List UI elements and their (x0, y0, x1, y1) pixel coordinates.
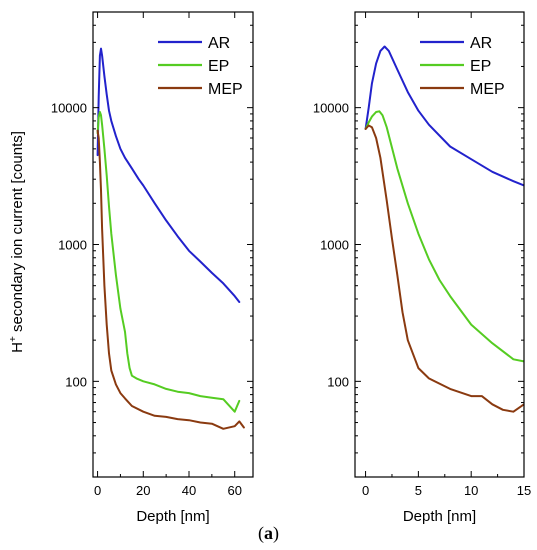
right-x-tick-label: 5 (415, 483, 422, 498)
left-x-tick-label: 0 (94, 483, 101, 498)
right-x-tick-label: 0 (362, 483, 369, 498)
right-legend-label-mep: MEP (470, 81, 505, 98)
left-x-tick-label: 20 (136, 483, 150, 498)
right-x-tick-label: 10 (464, 483, 478, 498)
right-series-ep-line (364, 110, 524, 363)
right-legend-label-ep: EP (470, 58, 491, 75)
right-x-tick-label: 15 (517, 483, 531, 498)
left-series-mep-line (96, 129, 245, 430)
left-x-axis-label: Depth [nm] (136, 508, 209, 525)
left-series-ar-line (96, 47, 241, 303)
y-axis-label-superscript: + (8, 336, 19, 342)
caption-open: ( (258, 523, 264, 543)
caption-close: ) (273, 523, 279, 543)
left-legend-label-ep: EP (208, 58, 229, 75)
left-legend-label-mep: MEP (208, 81, 243, 98)
left-series-ep-line (96, 111, 241, 413)
caption-letter: a (264, 523, 273, 543)
y-axis-label-rest: secondary ion current [counts] (9, 131, 26, 336)
right-y-tick-label: 1000 (320, 238, 349, 253)
right-series-ar-line (364, 45, 524, 187)
y-axis-label: H+ secondary ion current [counts] (8, 131, 26, 353)
right-series-group (364, 45, 524, 413)
right-legend: AR EP MEP (420, 35, 505, 98)
right-y-tick-label: 100 (327, 374, 349, 389)
left-legend: AR EP MEP (158, 35, 243, 98)
left-legend-label-ar: AR (208, 35, 230, 52)
right-series-mep-line (364, 124, 524, 413)
left-y-tick-label: 1000 (58, 238, 87, 253)
y-axis-label-prefix: H (9, 342, 26, 353)
right-x-axis-label: Depth [nm] (403, 508, 476, 525)
panel-right: 0 5 10 15 100 1000 10000 Depth [nm] AR EP MEP (313, 11, 531, 525)
left-x-tick-label: 40 (182, 483, 196, 498)
left-series-group (96, 47, 245, 430)
figure-caption: (a) (0, 523, 537, 544)
left-x-tick-label: 60 (227, 483, 241, 498)
panel-left: 0 20 40 60 100 1000 10000 Depth [nm] AR EP MEP (51, 11, 254, 525)
right-y-tick-label: 10000 (313, 101, 349, 116)
left-y-tick-label: 10000 (51, 101, 87, 116)
left-y-tick-label: 100 (65, 374, 87, 389)
right-legend-label-ar: AR (470, 35, 492, 52)
